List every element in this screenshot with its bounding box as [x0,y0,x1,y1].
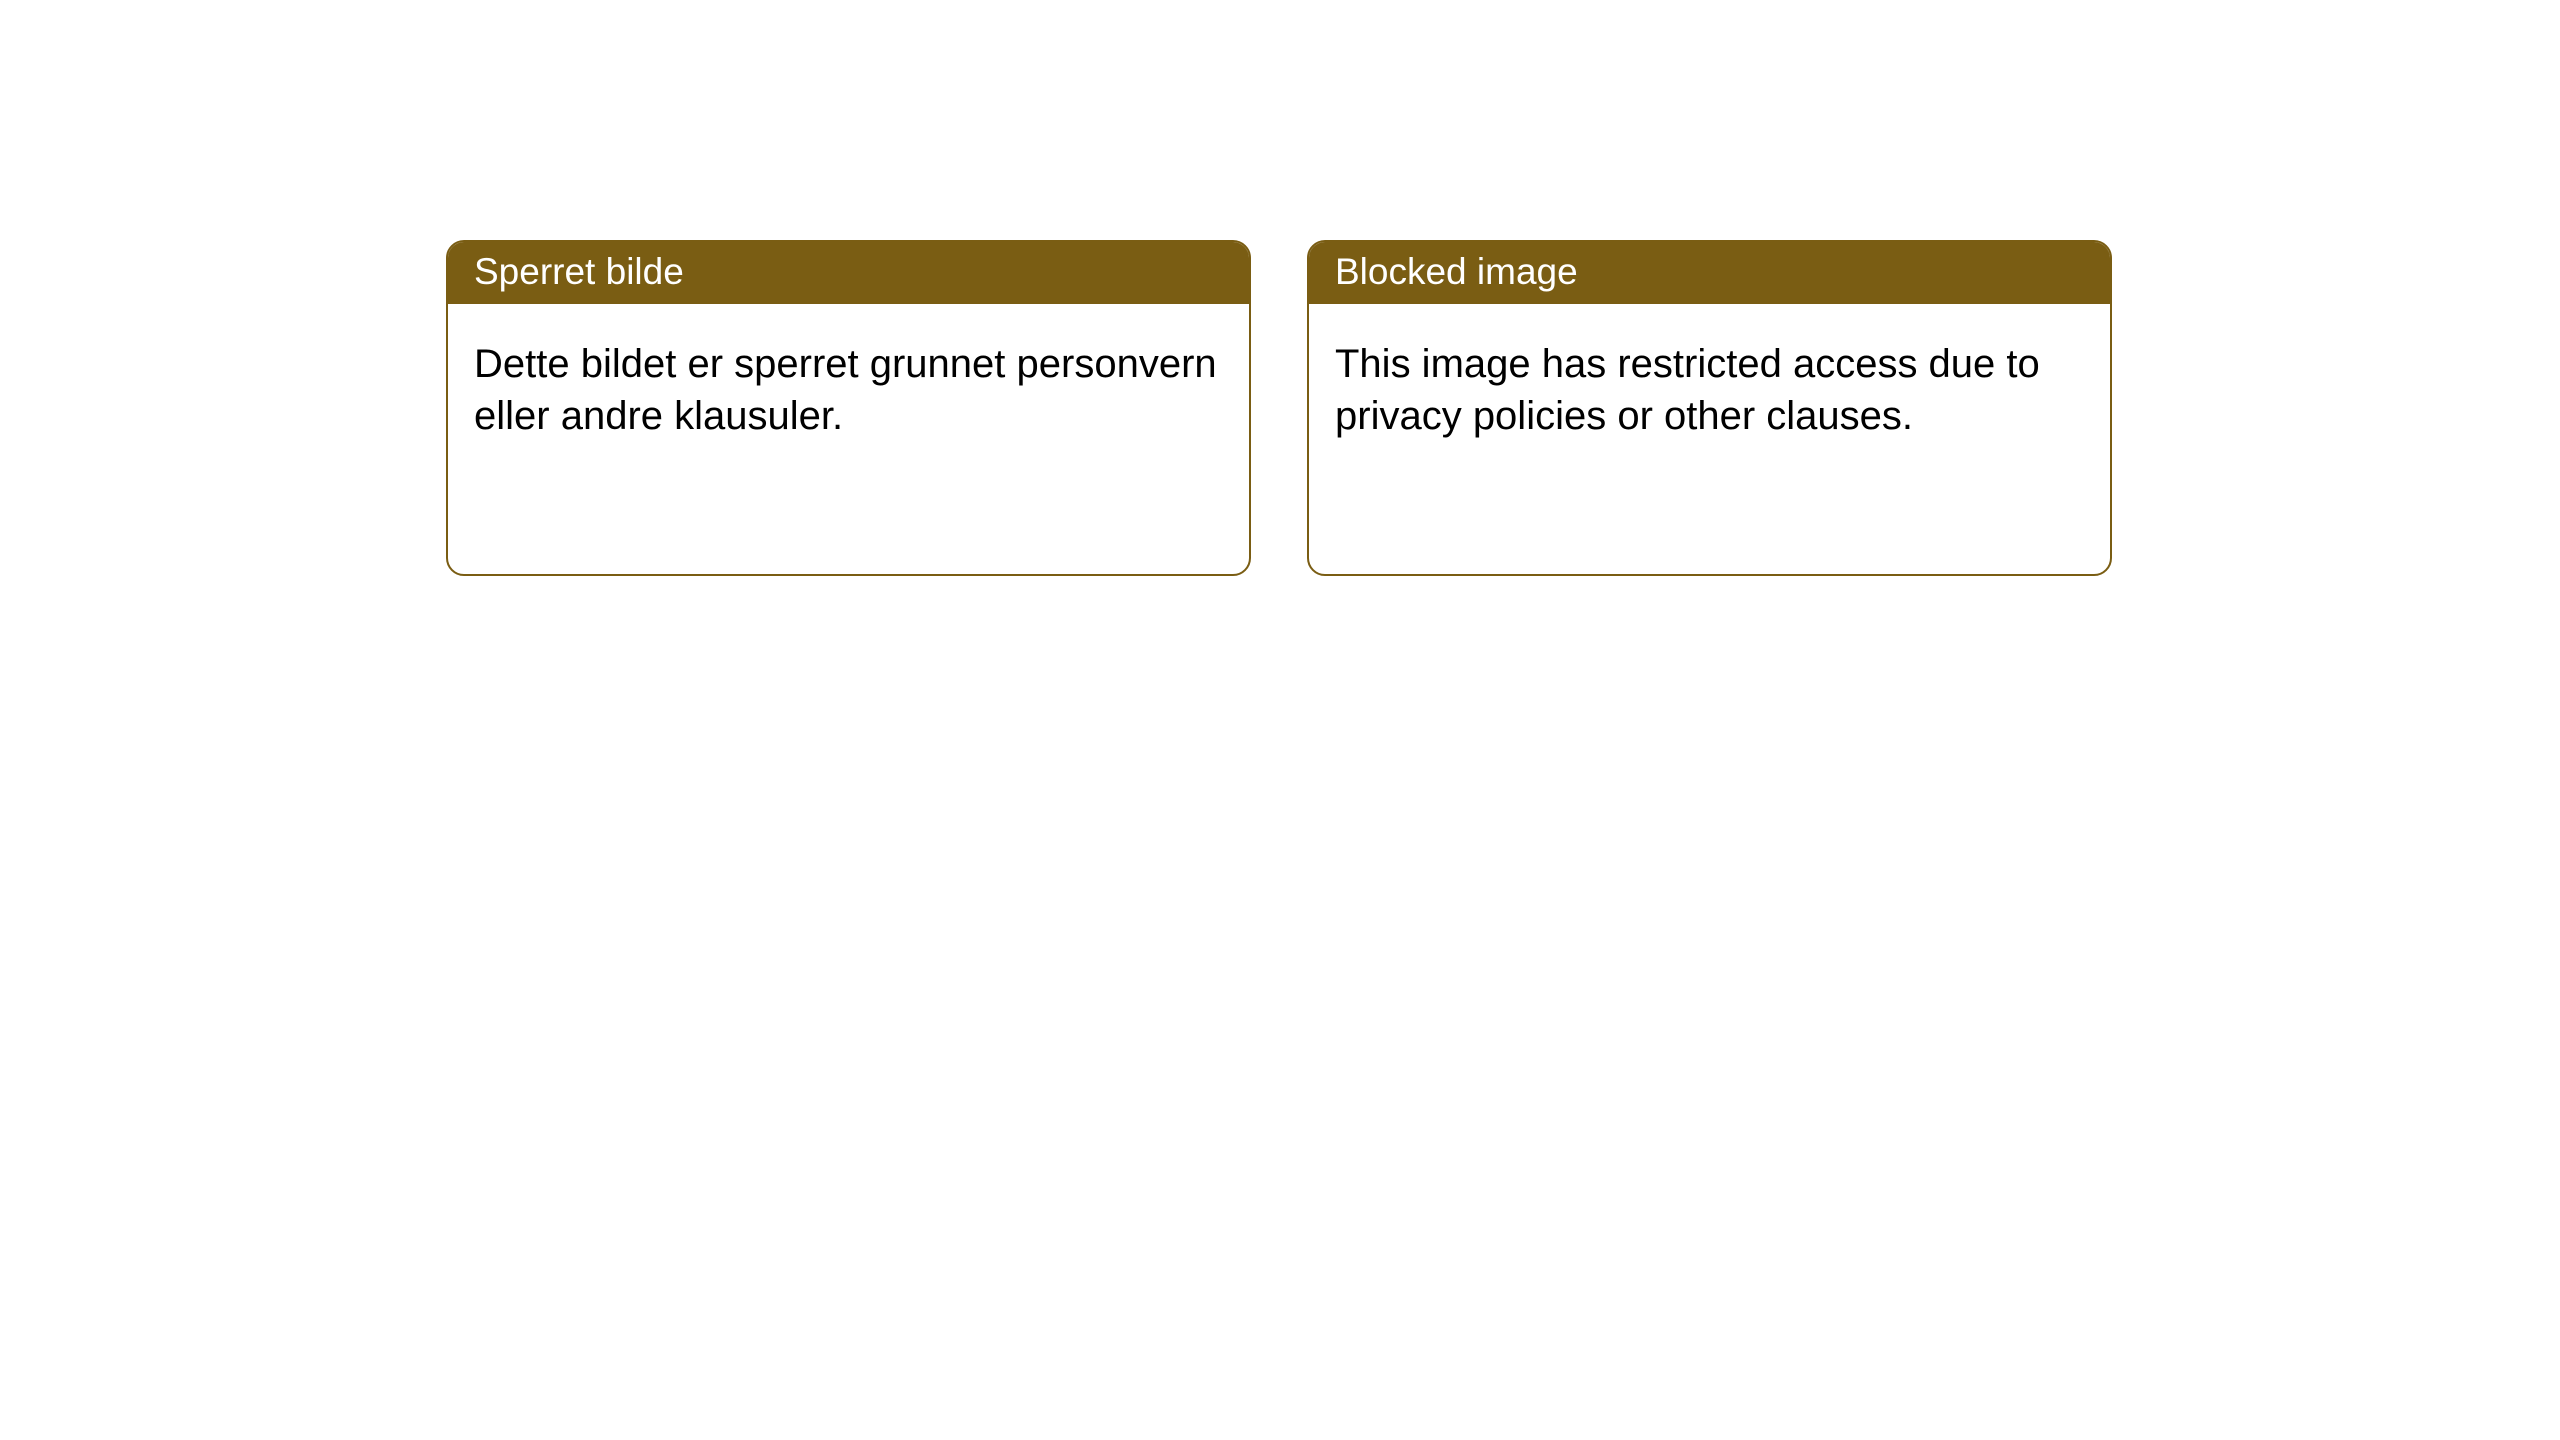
notice-body: This image has restricted access due to … [1309,304,2110,476]
notice-header: Blocked image [1309,242,2110,304]
notice-card-english: Blocked image This image has restricted … [1307,240,2112,576]
notice-header: Sperret bilde [448,242,1249,304]
notice-container: Sperret bilde Dette bildet er sperret gr… [0,0,2560,576]
notice-body: Dette bildet er sperret grunnet personve… [448,304,1249,476]
notice-card-norwegian: Sperret bilde Dette bildet er sperret gr… [446,240,1251,576]
